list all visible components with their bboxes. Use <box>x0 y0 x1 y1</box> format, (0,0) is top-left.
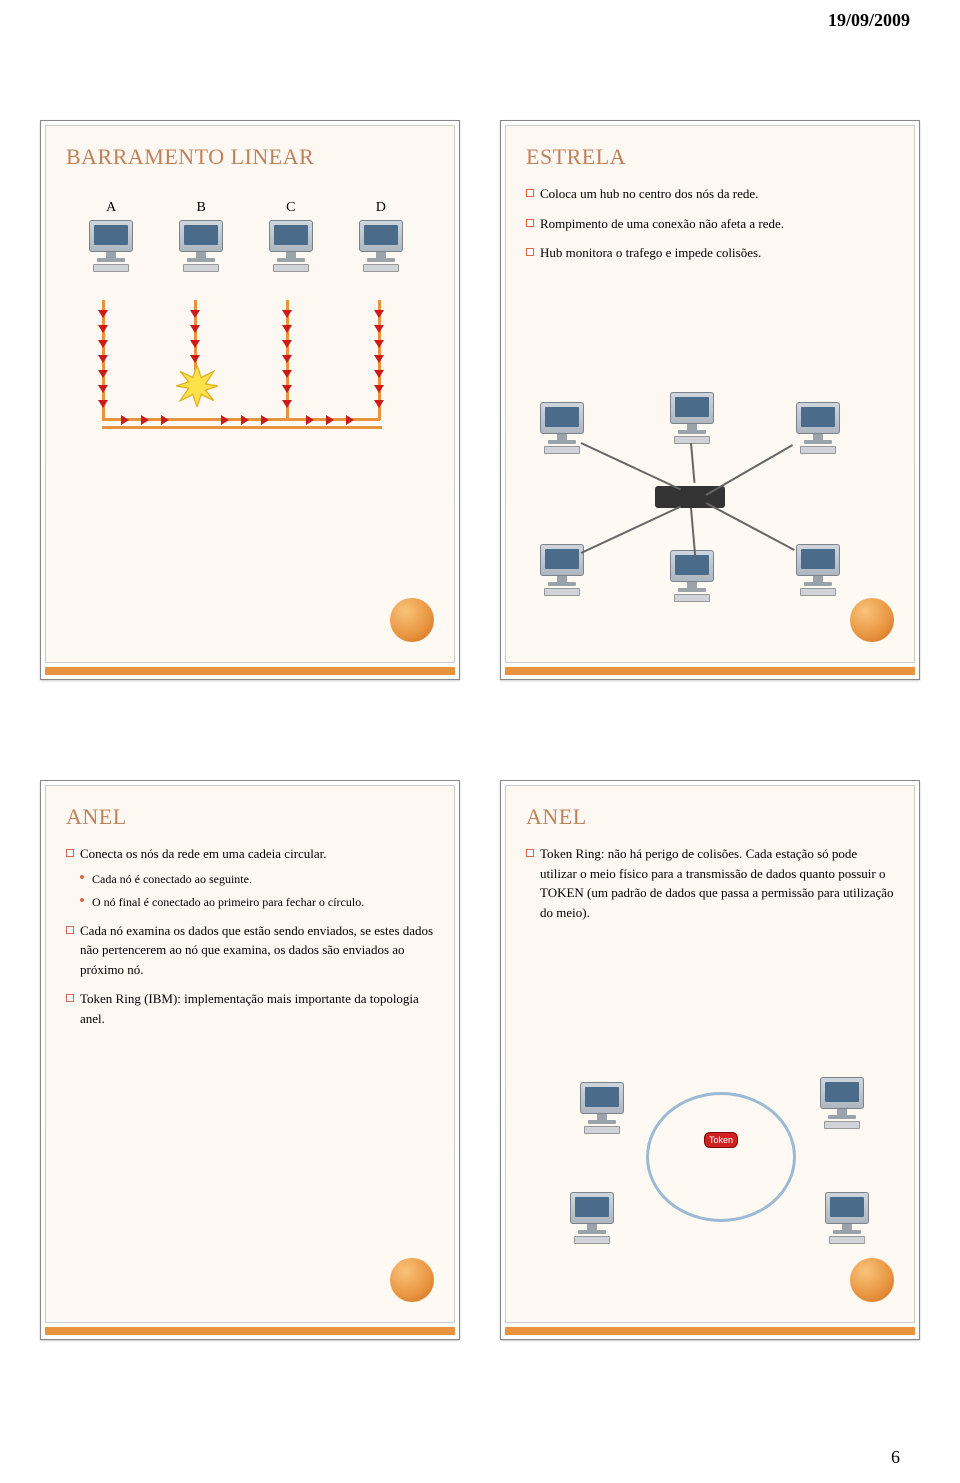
arrow-icon <box>121 415 129 425</box>
slide4-title: ANEL <box>526 804 894 830</box>
arrow-icon <box>282 370 292 378</box>
arrow-icon <box>190 325 200 333</box>
arrow-icon <box>282 385 292 393</box>
computer-a <box>85 220 137 268</box>
arrow-icon <box>98 355 108 363</box>
arrow-icon <box>374 400 384 408</box>
arrow-icon <box>374 325 384 333</box>
slide-barramento-linear: BARRAMENTO LINEAR A B C D <box>40 120 460 680</box>
slide1-title: BARRAMENTO LINEAR <box>66 144 434 170</box>
arrow-icon <box>98 310 108 318</box>
slide3-bullets: Conecta os nós da rede em uma cadeia cir… <box>66 844 434 1028</box>
bus-line-bottom <box>102 426 382 429</box>
bullet-item: Rompimento de uma conexão não afeta a re… <box>526 214 894 234</box>
star-computer <box>792 402 844 450</box>
bullet-item: Conecta os nós da rede em uma cadeia cir… <box>66 844 434 911</box>
ring-computer <box>566 1192 618 1240</box>
slide-accent-bar <box>45 1327 455 1335</box>
accent-dot-icon <box>850 598 894 642</box>
token-badge: Token <box>704 1132 738 1148</box>
arrow-icon <box>241 415 249 425</box>
arrow-icon <box>374 385 384 393</box>
arrow-icon <box>374 355 384 363</box>
arrow-icon <box>374 310 384 318</box>
bullet-item: Token Ring: não há perigo de colisões. C… <box>526 844 894 922</box>
slide-row-2: ANEL Conecta os nós da rede em uma cadei… <box>40 780 920 1340</box>
computer-b <box>175 220 227 268</box>
bullet-item: Token Ring (IBM): implementação mais imp… <box>66 989 434 1028</box>
arrow-icon <box>190 355 200 363</box>
arrow-icon <box>98 340 108 348</box>
arrow-icon <box>374 370 384 378</box>
sub-bullet-item: Cada nó é conectado ao seguinte. <box>80 870 434 888</box>
arrow-icon <box>374 340 384 348</box>
arrow-icon <box>326 415 334 425</box>
accent-dot-icon <box>390 1258 434 1302</box>
arrow-icon <box>282 340 292 348</box>
node-label-a: A <box>106 200 116 216</box>
arrow-icon <box>141 415 149 425</box>
star-topology-diagram <box>536 402 844 592</box>
arrow-icon <box>190 310 200 318</box>
page-number: 6 <box>891 1447 900 1468</box>
wire <box>581 442 682 490</box>
star-computer <box>666 392 718 440</box>
linear-bus-diagram: A B C D <box>66 200 426 480</box>
arrow-icon <box>161 415 169 425</box>
accent-dot-icon <box>390 598 434 642</box>
slide-accent-bar <box>505 667 915 675</box>
arrow-icon <box>261 415 269 425</box>
wire <box>690 443 695 483</box>
arrow-icon <box>98 385 108 393</box>
arrow-icon <box>98 400 108 408</box>
bullet-text: Conecta os nós da rede em uma cadeia cir… <box>80 846 327 861</box>
ring-computer <box>821 1192 873 1240</box>
computer-d <box>355 220 407 268</box>
page-date: 19/09/2009 <box>828 10 910 31</box>
slide2-title: ESTRELA <box>526 144 894 170</box>
slide-estrela: ESTRELA Coloca um hub no centro dos nós … <box>500 120 920 680</box>
arrow-icon <box>282 325 292 333</box>
slide3-title: ANEL <box>66 804 434 830</box>
star-computer <box>666 550 718 598</box>
wire <box>581 506 682 554</box>
slide-accent-bar <box>505 1327 915 1335</box>
arrow-icon <box>98 370 108 378</box>
arrow-icon <box>190 340 200 348</box>
slide-anel-text: ANEL Conecta os nós da rede em uma cadei… <box>40 780 460 1340</box>
arrow-icon <box>282 310 292 318</box>
slide4-bullets: Token Ring: não há perigo de colisões. C… <box>526 844 894 922</box>
sub-bullet-item: O nó final é conectado ao primeiro para … <box>80 893 434 911</box>
computer-c <box>265 220 317 268</box>
arrow-icon <box>346 415 354 425</box>
bullet-item: Coloca um hub no centro dos nós da rede. <box>526 184 894 204</box>
slide-anel-tokenring: ANEL Token Ring: não há perigo de colisõ… <box>500 780 920 1340</box>
arrow-icon <box>221 415 229 425</box>
node-label-b: B <box>197 200 206 216</box>
wire <box>706 502 795 551</box>
node-label-d: D <box>376 200 386 216</box>
node-label-c: C <box>286 200 295 216</box>
slide2-bullets: Coloca um hub no centro dos nós da rede.… <box>526 184 894 263</box>
accent-dot-icon <box>850 1258 894 1302</box>
slide-row-1: BARRAMENTO LINEAR A B C D <box>40 120 920 680</box>
collision-burst-icon <box>176 365 218 407</box>
sub-bullets: Cada nó é conectado ao seguinte. O nó fi… <box>80 870 434 911</box>
arrow-icon <box>98 325 108 333</box>
star-computer <box>792 544 844 592</box>
slide-accent-bar <box>45 667 455 675</box>
arrow-icon <box>282 400 292 408</box>
ring-computer <box>816 1077 868 1125</box>
wire <box>706 444 794 496</box>
bullet-item: Cada nó examina os dados que estão sendo… <box>66 921 434 980</box>
ring-circle <box>646 1092 796 1222</box>
ring-computer <box>576 1082 628 1130</box>
bullet-item: Hub monitora o trafego e impede colisões… <box>526 243 894 263</box>
arrow-icon <box>282 355 292 363</box>
ring-topology-diagram: Token <box>566 1062 834 1262</box>
arrow-icon <box>306 415 314 425</box>
